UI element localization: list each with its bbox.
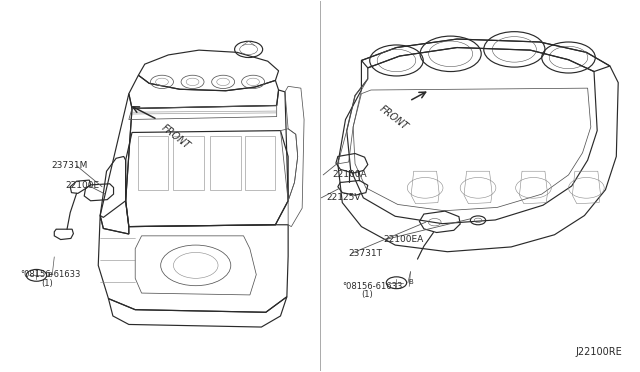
Text: °08156-61633: °08156-61633 xyxy=(20,270,81,279)
Text: 23731T: 23731T xyxy=(349,249,383,258)
Text: 23731M: 23731M xyxy=(51,161,88,170)
Text: (1): (1) xyxy=(362,291,373,299)
Text: (1): (1) xyxy=(42,279,53,288)
Text: 22125V: 22125V xyxy=(326,193,361,202)
Text: B: B xyxy=(47,272,52,278)
Text: °08156-61633: °08156-61633 xyxy=(342,282,403,291)
Text: 22100A: 22100A xyxy=(333,170,367,179)
Text: 22100EA: 22100EA xyxy=(384,235,424,244)
Text: B: B xyxy=(408,279,413,285)
Text: FRONT: FRONT xyxy=(378,104,410,132)
Text: J22100RE: J22100RE xyxy=(576,347,623,357)
Text: 22100E: 22100E xyxy=(65,182,99,190)
Text: FRONT: FRONT xyxy=(159,122,192,151)
